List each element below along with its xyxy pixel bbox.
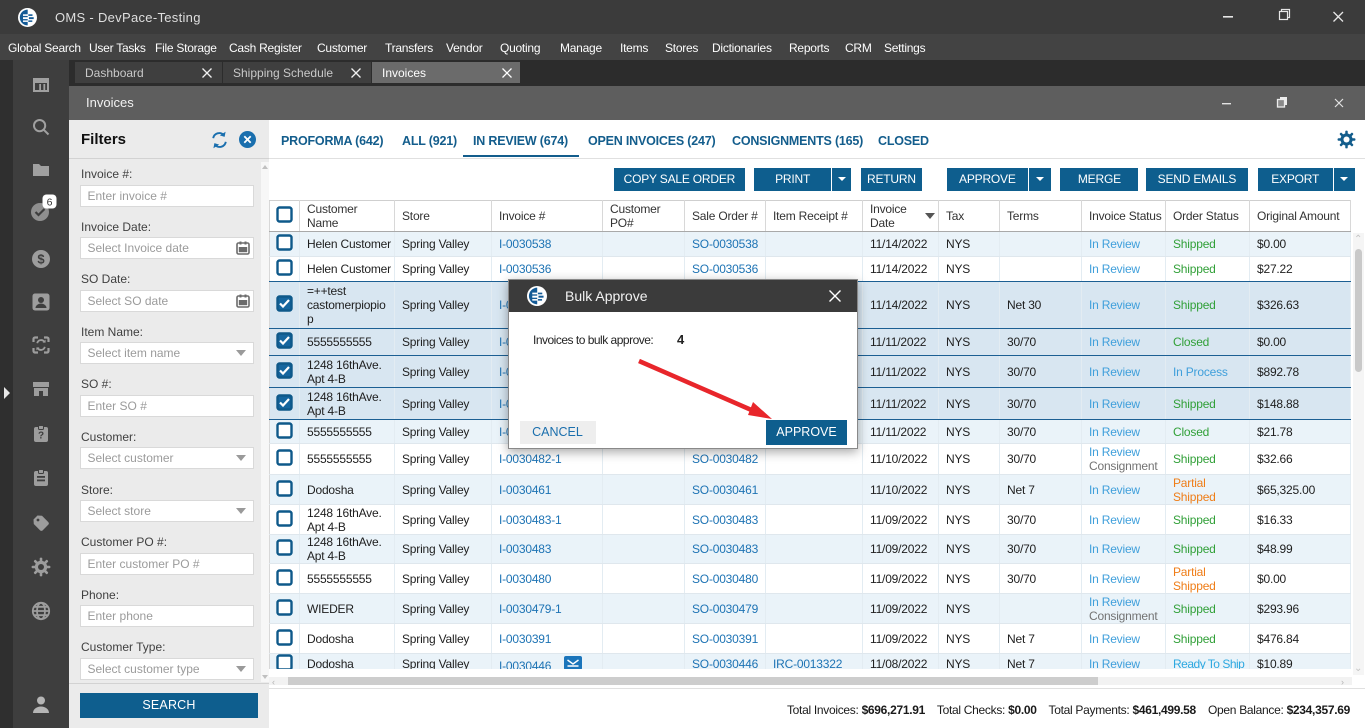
svg-text:6: 6 xyxy=(47,197,53,209)
svg-text:$: $ xyxy=(37,252,45,267)
svg-text:?: ? xyxy=(38,431,44,442)
